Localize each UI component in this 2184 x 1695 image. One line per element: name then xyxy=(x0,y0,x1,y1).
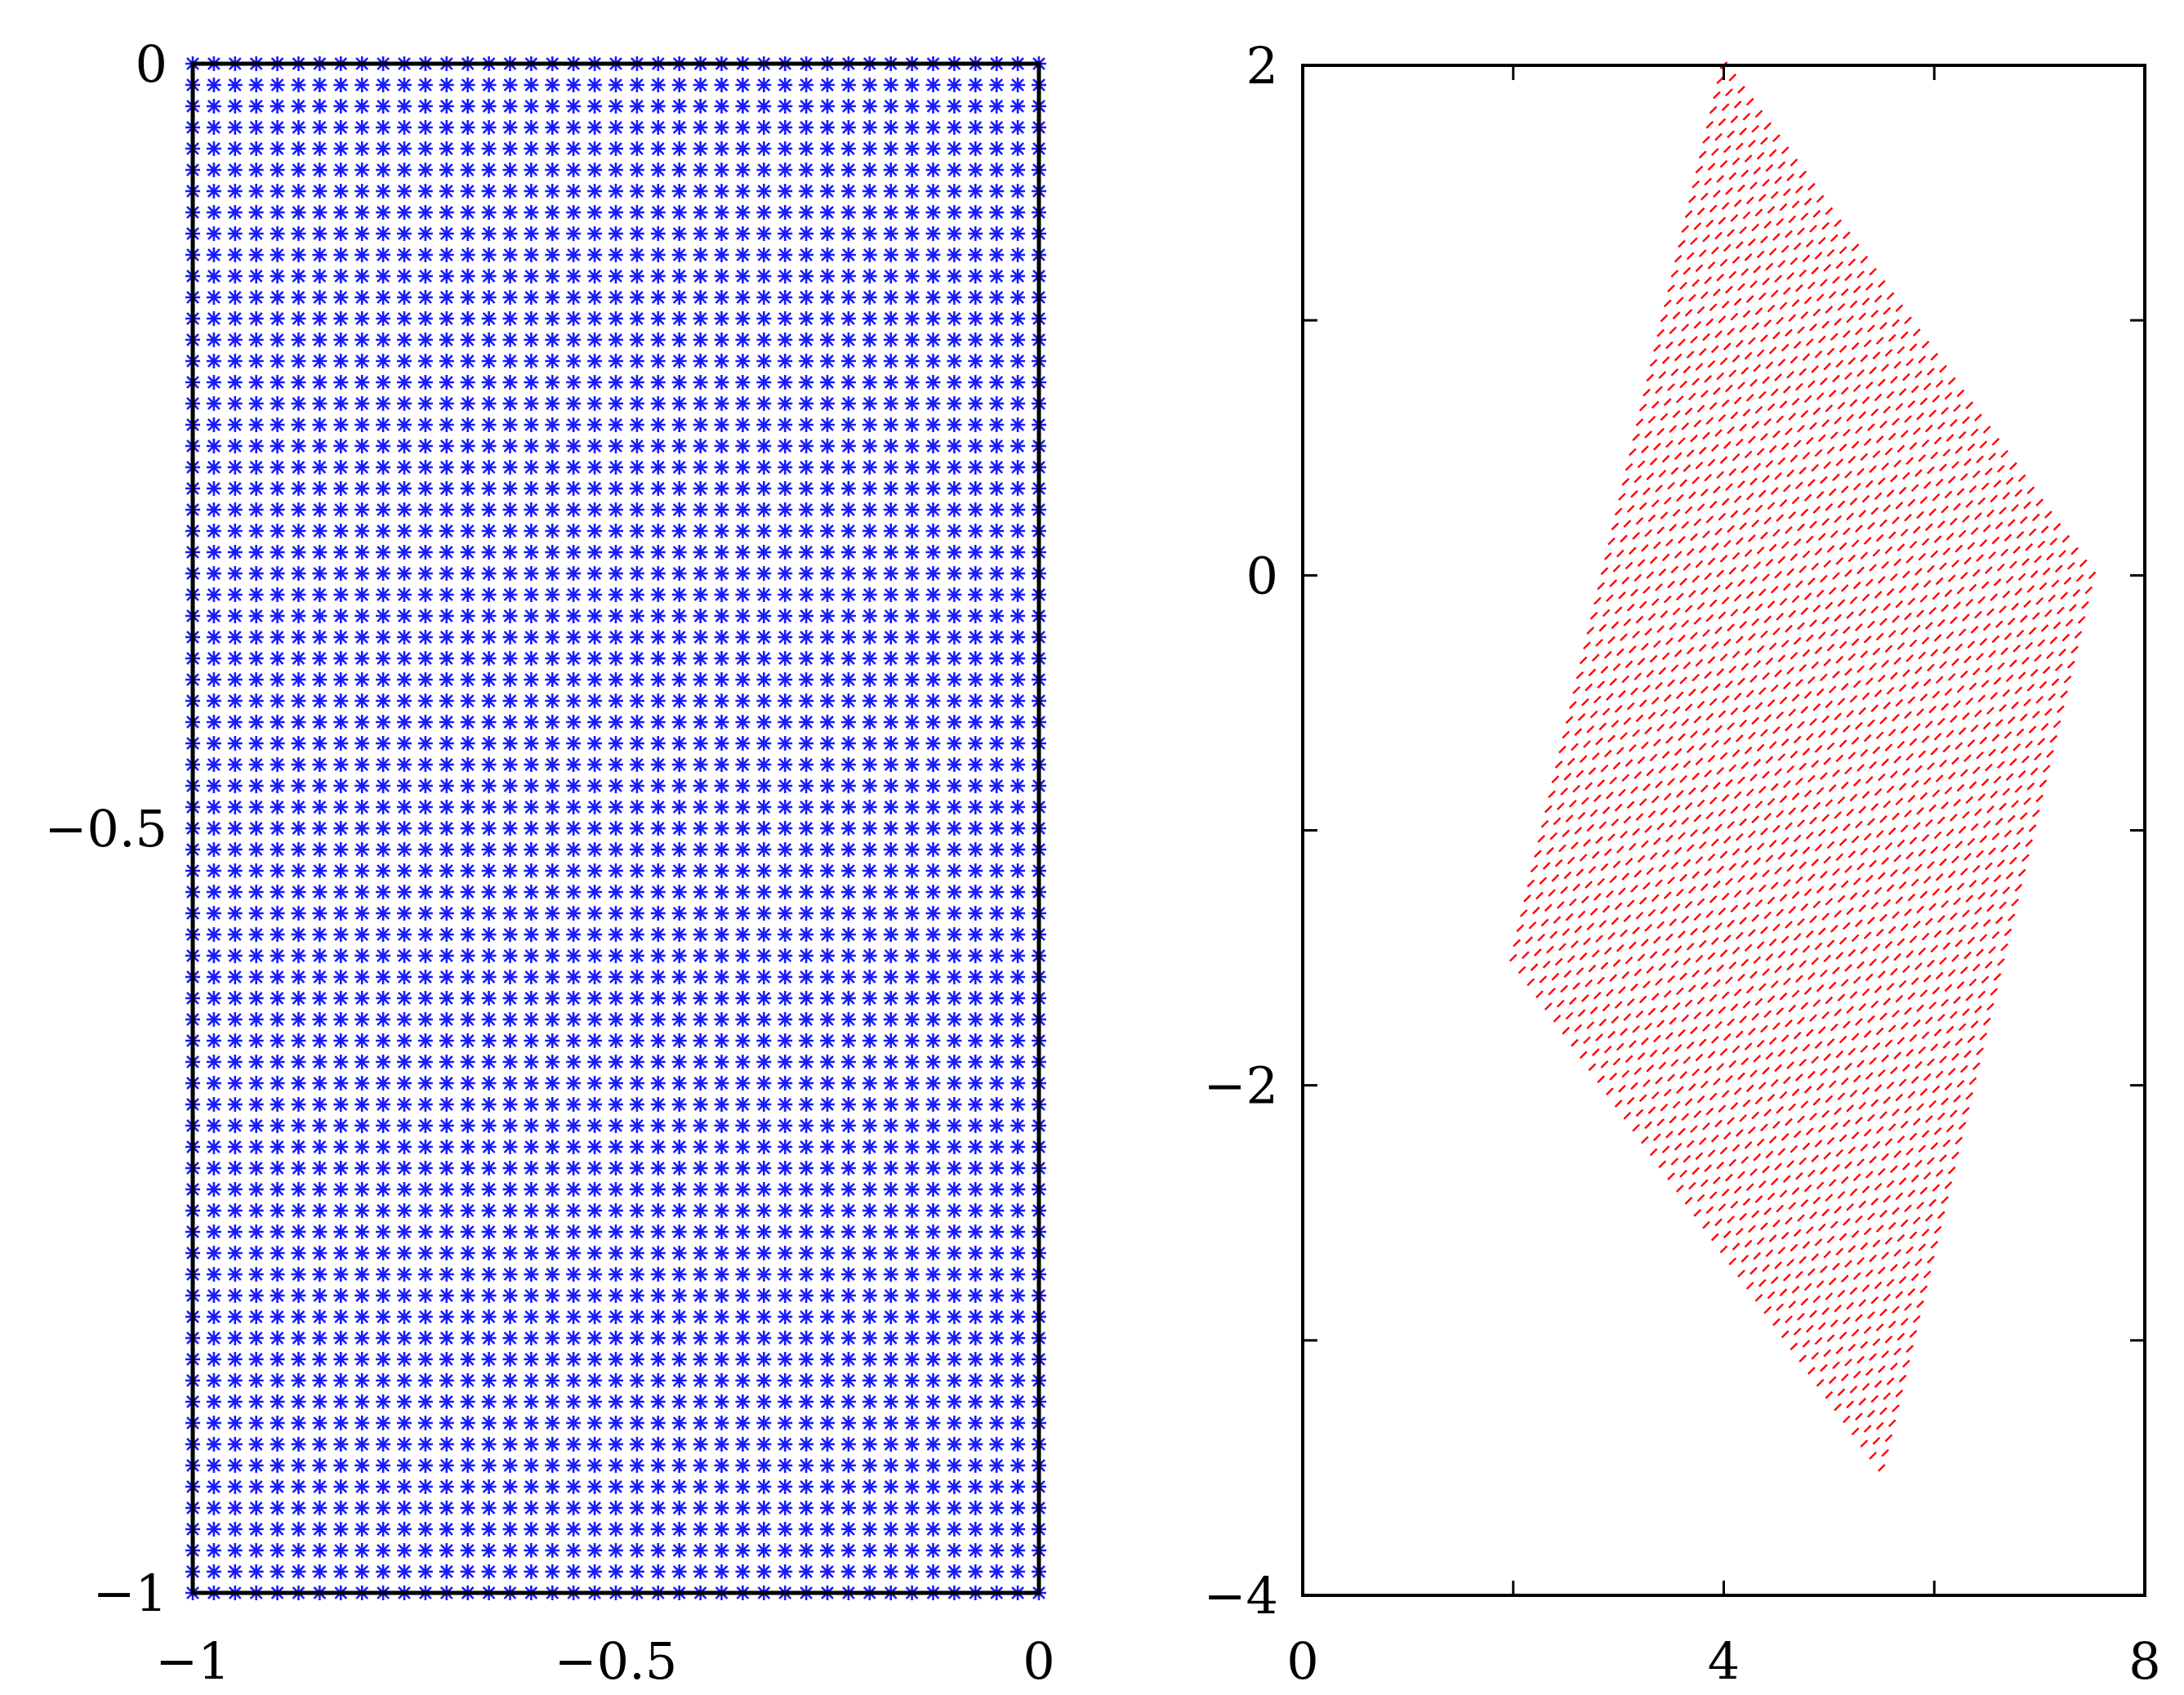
left-y-tick-label: 0 xyxy=(136,34,167,94)
right-plot-ticks: 0 4 8 2 0 −2 −4 xyxy=(1204,36,2161,1691)
right-plot-points xyxy=(1509,61,2097,1472)
left-x-tick-label: 0 xyxy=(1023,1631,1054,1691)
left-x-tick-label: −1 xyxy=(155,1631,230,1691)
right-y-tick-label: −4 xyxy=(1204,1566,1278,1626)
right-plot: 0 4 8 2 0 −2 −4 xyxy=(1204,36,2161,1691)
left-y-tick-label: −0.5 xyxy=(44,799,167,859)
left-plot-markers xyxy=(185,56,1046,1600)
right-y-tick-label: −2 xyxy=(1204,1056,1278,1116)
right-y-tick-label: 2 xyxy=(1246,36,1278,96)
left-plot: −1 −0.5 0 0 −0.5 −1 xyxy=(44,34,1054,1691)
left-plot-frame xyxy=(190,61,1041,1595)
right-x-tick-label: 8 xyxy=(2128,1631,2160,1691)
left-x-tick-label: −0.5 xyxy=(555,1631,678,1691)
left-y-tick-label: −1 xyxy=(93,1563,167,1623)
left-plot-ticks: −1 −0.5 0 0 −0.5 −1 xyxy=(44,34,1054,1691)
right-plot-frame xyxy=(1301,64,2146,1597)
right-y-tick-label: 0 xyxy=(1246,546,1278,605)
right-x-tick-label: 4 xyxy=(1708,1631,1740,1691)
right-plot-markers xyxy=(1509,61,2097,1472)
right-x-tick-label: 0 xyxy=(1286,1631,1318,1691)
left-plot-points xyxy=(185,56,1046,1600)
